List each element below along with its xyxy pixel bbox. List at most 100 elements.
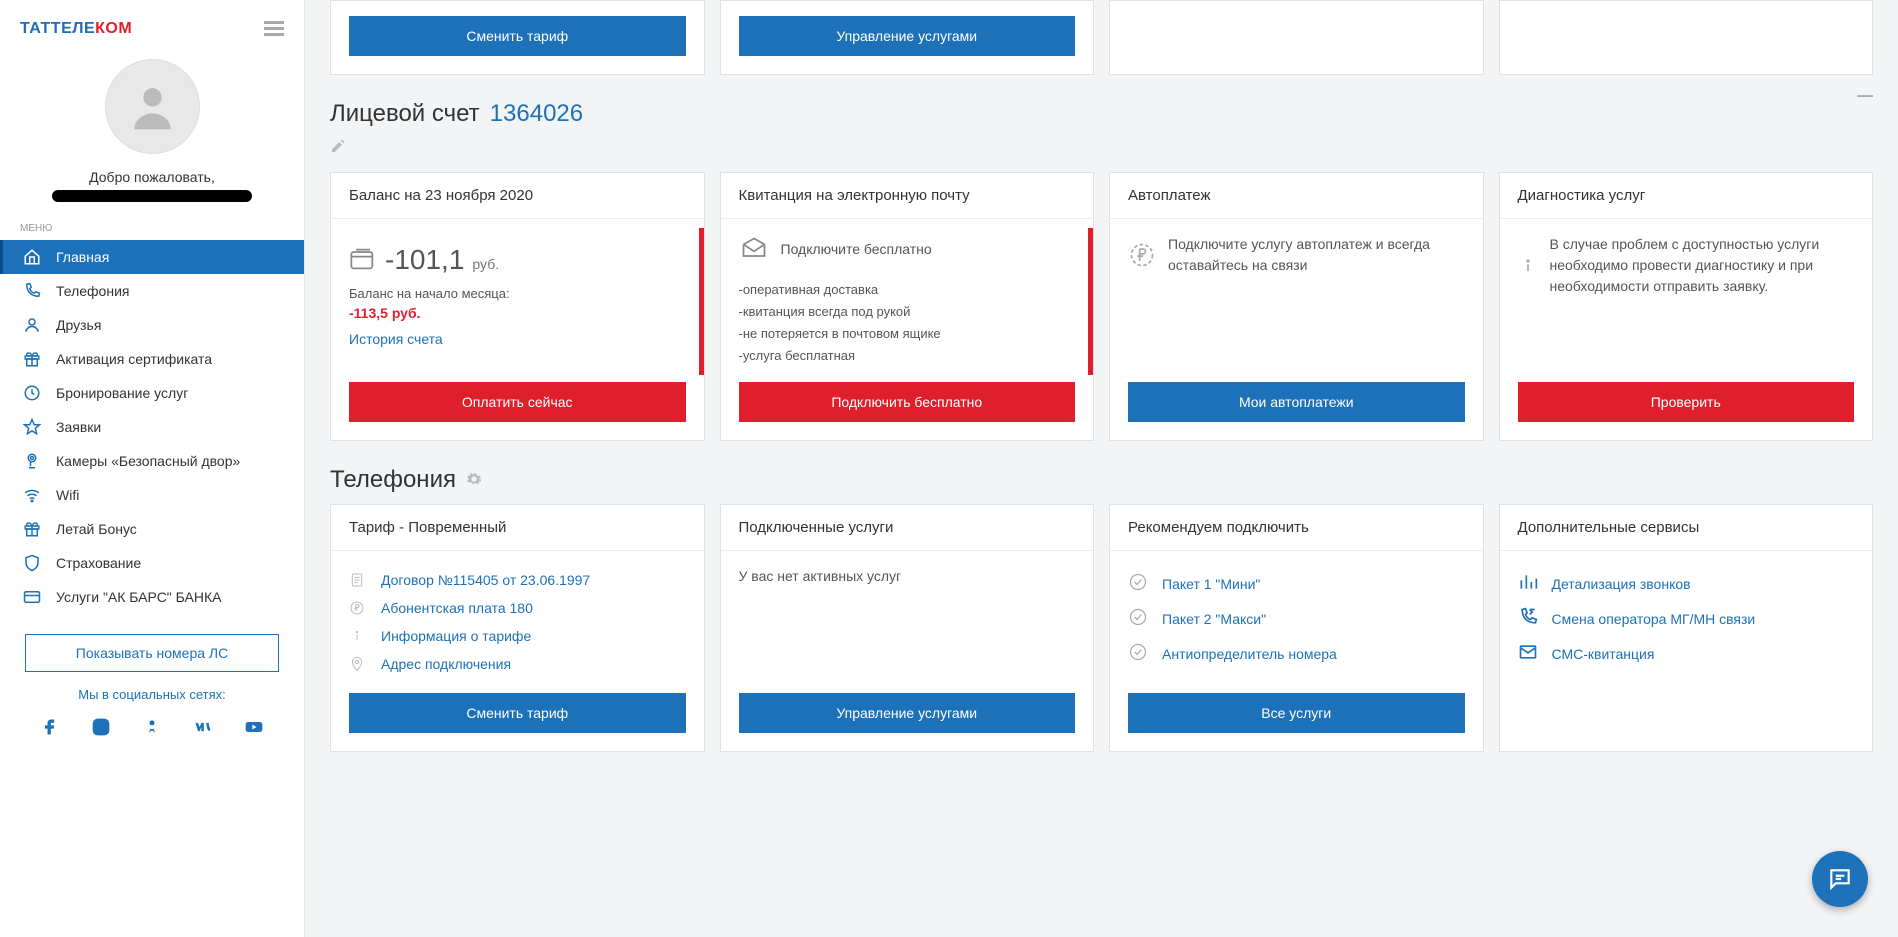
account-section-title: Лицевой счет 1364026: [330, 100, 583, 128]
menu-item-0[interactable]: Главная: [0, 240, 304, 274]
logo[interactable]: ТАТТЕЛЕКОМ: [20, 20, 132, 38]
doc-icon: [349, 572, 371, 588]
welcome-text: Добро пожаловать,: [20, 169, 284, 185]
diagnostics-card: Диагностика услуг В случае проблем с дос…: [1499, 172, 1874, 441]
edit-account-icon[interactable]: [330, 138, 1873, 157]
top-empty-card-1: [1109, 0, 1484, 75]
menu-item-2[interactable]: Друзья: [0, 308, 304, 342]
collapse-icon[interactable]: –: [1857, 75, 1873, 108]
recommend-item[interactable]: Пакет 2 "Макси": [1128, 601, 1465, 636]
diagnostics-card-title: Диагностика услуг: [1500, 173, 1873, 219]
balance-currency: руб.: [472, 256, 499, 272]
top-change-tariff-card: Сменить тариф: [330, 0, 705, 75]
clock-icon: [20, 383, 44, 403]
hamburger-icon[interactable]: [264, 18, 284, 39]
balance-start-label: Баланс на начало месяца:: [349, 286, 686, 301]
ok-icon[interactable]: [142, 717, 162, 740]
autopay-card-title: Автоплатеж: [1110, 173, 1483, 219]
recommend-card-title: Рекомендуем подключить: [1110, 505, 1483, 551]
facebook-icon[interactable]: [40, 717, 60, 740]
invoice-feature-line: -квитанция всегда под рукой: [739, 301, 1076, 323]
instagram-icon[interactable]: [91, 717, 111, 740]
arrows-icon: [1518, 607, 1544, 630]
gear-icon[interactable]: [466, 466, 482, 494]
recommend-item[interactable]: Пакет 1 "Мини": [1128, 566, 1465, 601]
social-label: Мы в социальных сетях:: [0, 687, 304, 702]
chat-fab-button[interactable]: [1812, 851, 1868, 907]
menu-label: МЕНЮ: [0, 217, 304, 240]
envelope-icon: [1518, 642, 1544, 665]
ruble-icon: [349, 600, 371, 616]
change-tariff-button-2[interactable]: Сменить тариф: [349, 693, 686, 733]
star-icon: [20, 417, 44, 437]
menu-item-1[interactable]: Телефония: [0, 274, 304, 308]
menu-item-8[interactable]: Летай Бонус: [0, 512, 304, 546]
all-services-button[interactable]: Все услуги: [1128, 693, 1465, 733]
manage-services-button[interactable]: Управление услугами: [739, 16, 1076, 56]
bars-icon: [1518, 572, 1544, 595]
autopay-card: Автоплатеж Подключите услугу автоплатеж …: [1109, 172, 1484, 441]
vk-icon[interactable]: [193, 717, 213, 740]
additional-services-title: Дополнительные сервисы: [1500, 505, 1873, 551]
balance-card: Баланс на 23 ноября 2020 -101,1 руб. Бал…: [330, 172, 705, 441]
sidebar: ТАТТЕЛЕКОМ Добро пожаловать, МЕНЮ Главна…: [0, 0, 305, 937]
additional-services-card: Дополнительные сервисы Детализация звонк…: [1499, 504, 1874, 752]
balance-history-link[interactable]: История счета: [349, 331, 686, 347]
top-manage-services-card: Управление услугами: [720, 0, 1095, 75]
check-button[interactable]: Проверить: [1518, 382, 1855, 422]
menu-item-9[interactable]: Страхование: [0, 546, 304, 580]
pin-icon: [349, 656, 371, 672]
profile-block: Добро пожаловать,: [0, 49, 304, 217]
additional-service-item[interactable]: Детализация звонков: [1518, 566, 1855, 601]
gift-icon: [20, 349, 44, 369]
user-name-redacted: [52, 190, 252, 202]
invoice-card: Квитанция на электронную почту Подключит…: [720, 172, 1095, 441]
menu-item-6[interactable]: Камеры «Безопасный двор»: [0, 444, 304, 478]
youtube-icon[interactable]: [244, 717, 264, 740]
connect-free-button[interactable]: Подключить бесплатно: [739, 382, 1076, 422]
my-autopayments-button[interactable]: Мои автоплатежи: [1128, 382, 1465, 422]
tariff-card-title: Тариф - Повременный: [331, 505, 704, 551]
manage-services-button-2[interactable]: Управление услугами: [739, 693, 1076, 733]
additional-service-item[interactable]: СМС-квитанция: [1518, 636, 1855, 671]
card-icon: [20, 587, 44, 607]
menu-item-3[interactable]: Активация сертификата: [0, 342, 304, 376]
menu-item-7[interactable]: Wifi: [0, 478, 304, 512]
tariff-card: Тариф - Повременный Договор №115405 от 2…: [330, 504, 705, 752]
tariff-item[interactable]: Договор №115405 от 23.06.1997: [349, 566, 686, 594]
additional-service-item[interactable]: Смена оператора МГ/МН связи: [1518, 601, 1855, 636]
balance-amount: -101,1: [385, 244, 464, 276]
gift-icon: [20, 519, 44, 539]
additional-services-list: Детализация звонковСмена оператора МГ/МН…: [1518, 566, 1855, 671]
no-active-services-text: У вас нет активных услуг: [739, 566, 1076, 587]
check-circle-icon: [1128, 572, 1154, 595]
account-number: 1364026: [490, 100, 583, 128]
main-menu: ГлавнаяТелефонияДрузьяАктивация сертифик…: [0, 240, 304, 614]
menu-item-4[interactable]: Бронирование услуг: [0, 376, 304, 410]
invoice-card-title: Квитанция на электронную почту: [721, 173, 1094, 219]
change-tariff-button[interactable]: Сменить тариф: [349, 16, 686, 56]
home-icon: [20, 247, 44, 267]
wallet-icon: [349, 247, 377, 274]
top-cards-row: Сменить тариф Управление услугами: [330, 0, 1873, 75]
invoice-feature-line: -не потеряется в почтовом ящике: [739, 323, 1076, 345]
info-icon: [349, 628, 371, 644]
menu-item-5[interactable]: Заявки: [0, 410, 304, 444]
check-circle-icon: [1128, 607, 1154, 630]
top-empty-card-2: [1499, 0, 1874, 75]
menu-item-10[interactable]: Услуги "АК БАРС" БАНКА: [0, 580, 304, 614]
tariff-item[interactable]: Информация о тарифе: [349, 622, 686, 650]
tariff-item[interactable]: Адрес подключения: [349, 650, 686, 678]
recommend-item[interactable]: Антиопределитель номера: [1128, 636, 1465, 671]
avatar[interactable]: [105, 59, 200, 154]
pay-now-button[interactable]: Оплатить сейчас: [349, 382, 686, 422]
main-content: Сменить тариф Управление услугами Лицево…: [305, 0, 1898, 937]
tariff-item[interactable]: Абонентская плата 180: [349, 594, 686, 622]
balance-card-title: Баланс на 23 ноября 2020: [331, 173, 704, 219]
invoice-connect-text: Подключите бесплатно: [781, 239, 932, 260]
show-account-numbers-button[interactable]: Показывать номера ЛС: [25, 634, 279, 672]
autopay-text: Подключите услугу автоплатеж и всегда ос…: [1168, 234, 1465, 276]
shield-icon: [20, 553, 44, 573]
social-links: [0, 717, 304, 760]
invoice-feature-line: -оперативная доставка: [739, 279, 1076, 301]
